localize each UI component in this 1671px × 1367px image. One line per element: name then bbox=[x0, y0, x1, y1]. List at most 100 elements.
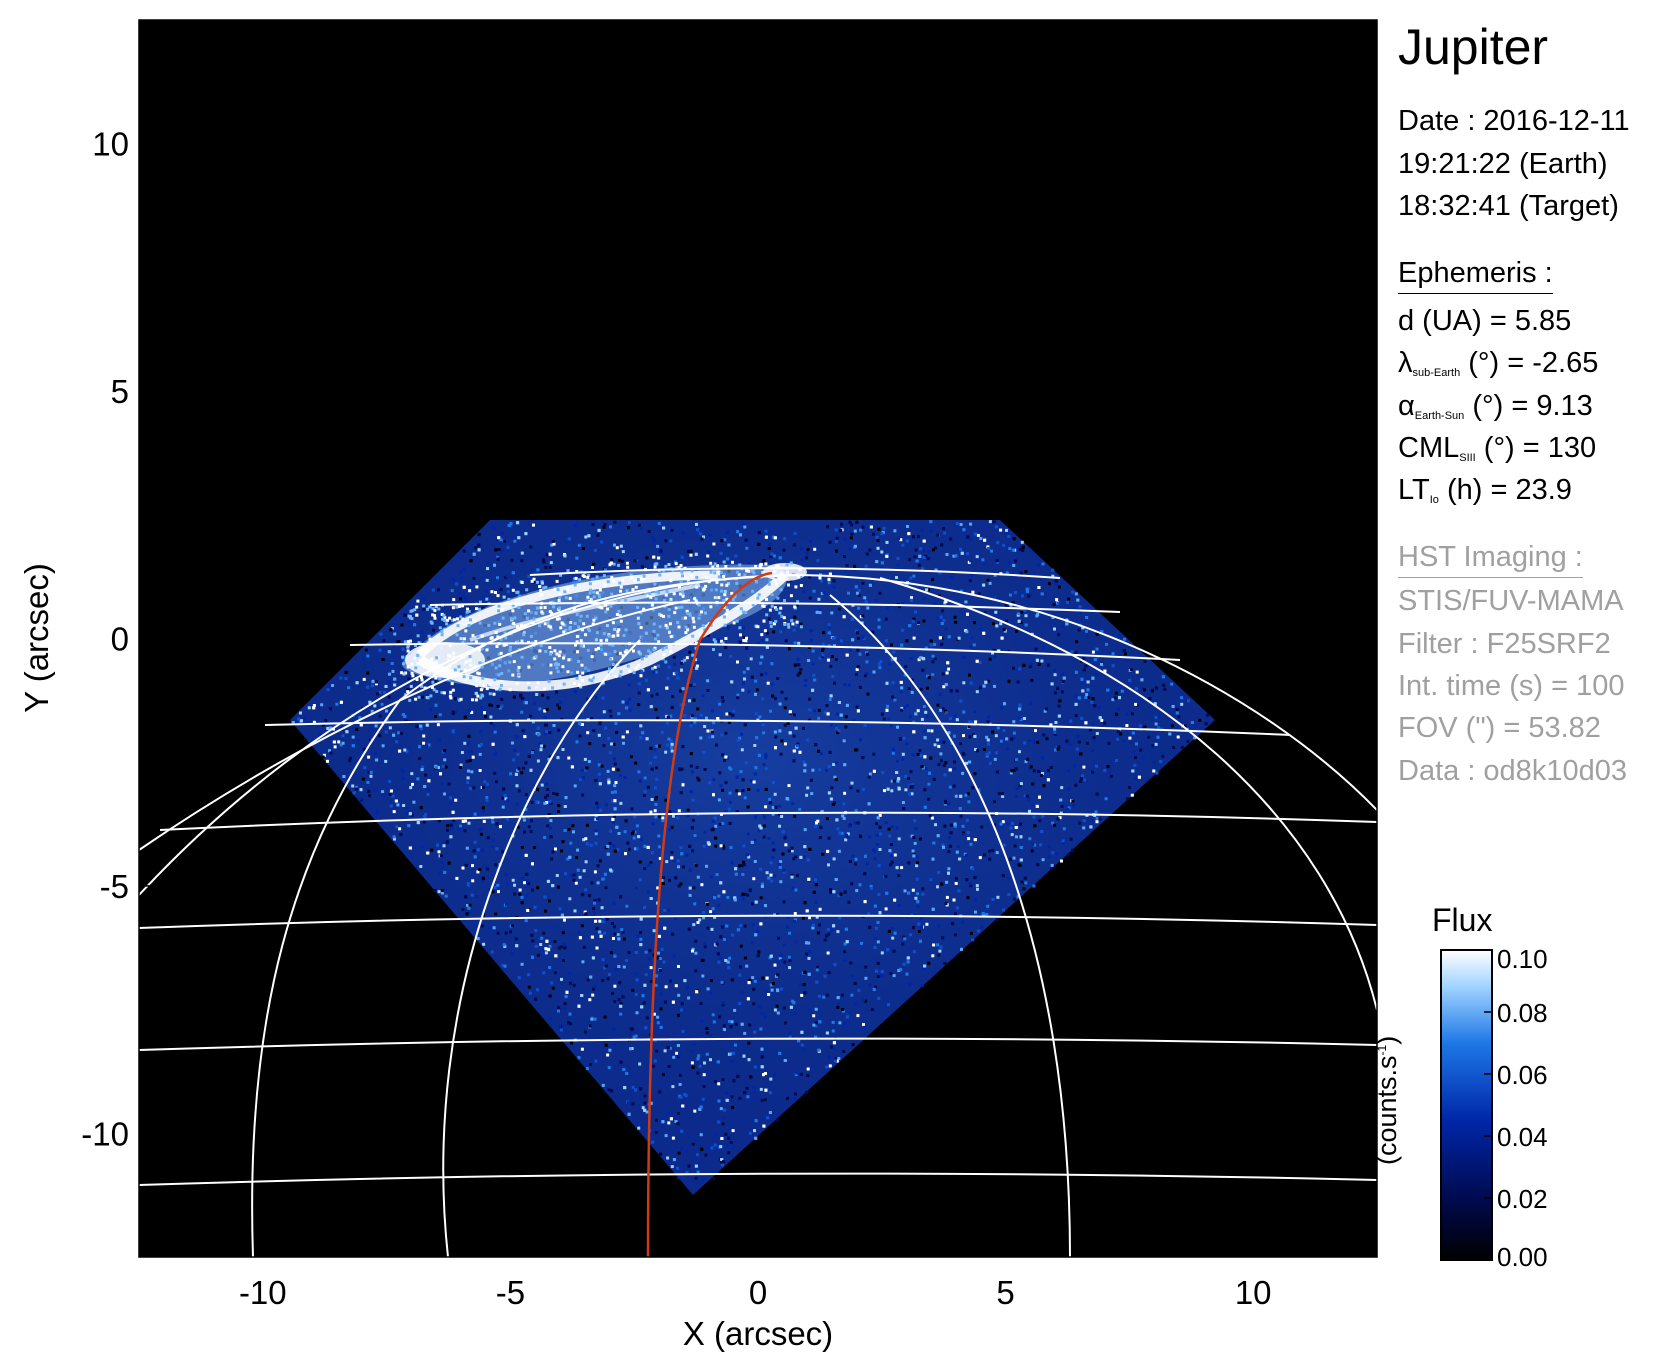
noise-pixel bbox=[491, 890, 495, 894]
noise-pixel bbox=[1129, 741, 1133, 744]
noise-pixel bbox=[484, 589, 488, 593]
noise-pixel bbox=[751, 976, 755, 980]
noise-pixel bbox=[933, 743, 937, 747]
noise-pixel bbox=[937, 924, 941, 928]
noise-pixel bbox=[668, 828, 672, 832]
noise-pixel bbox=[670, 706, 674, 710]
noise-pixel bbox=[1098, 817, 1102, 821]
noise-pixel bbox=[921, 668, 925, 672]
noise-pixel bbox=[592, 652, 595, 656]
noise-pixel bbox=[687, 550, 690, 553]
noise-pixel bbox=[1031, 803, 1035, 807]
noise-pixel bbox=[527, 882, 531, 885]
noise-pixel bbox=[1168, 732, 1172, 736]
noise-pixel bbox=[903, 673, 907, 677]
noise-pixel bbox=[852, 719, 856, 723]
noise-pixel bbox=[730, 978, 734, 982]
noise-pixel bbox=[1107, 691, 1111, 695]
noise-pixel bbox=[1019, 621, 1023, 624]
noise-pixel bbox=[873, 904, 877, 908]
noise-pixel bbox=[501, 548, 505, 552]
noise-pixel bbox=[768, 1111, 772, 1114]
noise-pixel bbox=[746, 805, 750, 809]
noise-pixel bbox=[672, 655, 676, 659]
noise-pixel bbox=[597, 763, 601, 767]
noise-pixel bbox=[996, 560, 999, 564]
noise-pixel bbox=[702, 535, 705, 539]
noise-pixel bbox=[471, 879, 475, 883]
noise-pixel bbox=[730, 680, 734, 684]
noise-pixel bbox=[559, 668, 563, 672]
noise-pixel bbox=[665, 580, 669, 583]
noise-pixel bbox=[746, 997, 750, 1001]
noise-pixel bbox=[964, 536, 968, 540]
noise-pixel bbox=[918, 656, 922, 660]
noise-pixel bbox=[870, 1008, 874, 1011]
noise-pixel bbox=[655, 744, 659, 748]
noise-pixel bbox=[1034, 647, 1038, 651]
noise-pixel bbox=[812, 589, 816, 593]
noise-pixel bbox=[644, 1026, 648, 1030]
noise-pixel bbox=[628, 1033, 632, 1037]
noise-pixel bbox=[649, 980, 653, 983]
noise-pixel bbox=[659, 1025, 663, 1029]
noise-pixel bbox=[685, 986, 689, 990]
noise-pixel bbox=[867, 912, 871, 916]
noise-pixel bbox=[656, 716, 660, 720]
noise-pixel bbox=[630, 807, 634, 811]
noise-pixel bbox=[339, 676, 343, 680]
noise-pixel bbox=[866, 652, 869, 656]
noise-pixel bbox=[705, 864, 708, 868]
noise-pixel bbox=[1019, 846, 1023, 849]
noise-pixel bbox=[647, 863, 651, 867]
noise-pixel bbox=[669, 979, 672, 983]
noise-pixel bbox=[889, 972, 893, 976]
noise-pixel bbox=[758, 824, 762, 828]
noise-pixel bbox=[575, 646, 579, 650]
noise-pixel bbox=[749, 657, 753, 661]
noise-pixel bbox=[672, 954, 676, 958]
noise-pixel bbox=[806, 786, 810, 790]
noise-pixel bbox=[616, 848, 620, 851]
noise-pixel bbox=[1028, 701, 1032, 705]
noise-pixel bbox=[545, 801, 549, 804]
noise-pixel bbox=[736, 660, 739, 664]
noise-pixel bbox=[985, 913, 989, 916]
noise-pixel bbox=[577, 1004, 581, 1008]
noise-pixel bbox=[304, 716, 307, 720]
noise-pixel bbox=[787, 849, 791, 853]
noise-pixel bbox=[658, 1090, 662, 1094]
noise-pixel bbox=[543, 801, 547, 805]
noise-pixel bbox=[750, 941, 754, 944]
noise-pixel bbox=[503, 631, 507, 635]
noise-pixel bbox=[975, 884, 979, 888]
noise-pixel bbox=[585, 766, 589, 770]
noise-pixel bbox=[612, 844, 616, 848]
noise-pixel bbox=[743, 525, 747, 529]
noise-pixel bbox=[513, 892, 517, 896]
noise-pixel bbox=[742, 844, 746, 848]
noise-pixel bbox=[828, 540, 832, 544]
noise-pixel bbox=[618, 774, 622, 778]
noise-pixel bbox=[969, 931, 973, 935]
noise-pixel bbox=[437, 588, 440, 592]
noise-pixel bbox=[698, 1107, 702, 1111]
noise-pixel bbox=[903, 937, 907, 941]
noise-pixel bbox=[1017, 612, 1021, 616]
noise-pixel bbox=[546, 788, 550, 791]
noise-pixel bbox=[881, 770, 885, 774]
noise-pixel bbox=[919, 754, 923, 758]
noise-pixel bbox=[994, 525, 998, 529]
noise-pixel bbox=[366, 671, 370, 675]
noise-pixel bbox=[499, 825, 502, 829]
noise-pixel bbox=[982, 748, 986, 751]
noise-pixel bbox=[588, 1024, 592, 1028]
noise-pixel bbox=[581, 793, 585, 797]
noise-pixel bbox=[691, 949, 694, 953]
noise-pixel bbox=[542, 971, 546, 975]
noise-pixel bbox=[1024, 570, 1028, 574]
noise-pixel bbox=[589, 975, 593, 979]
noise-pixel bbox=[322, 753, 326, 757]
noise-pixel bbox=[767, 993, 771, 996]
noise-pixel bbox=[512, 695, 516, 699]
